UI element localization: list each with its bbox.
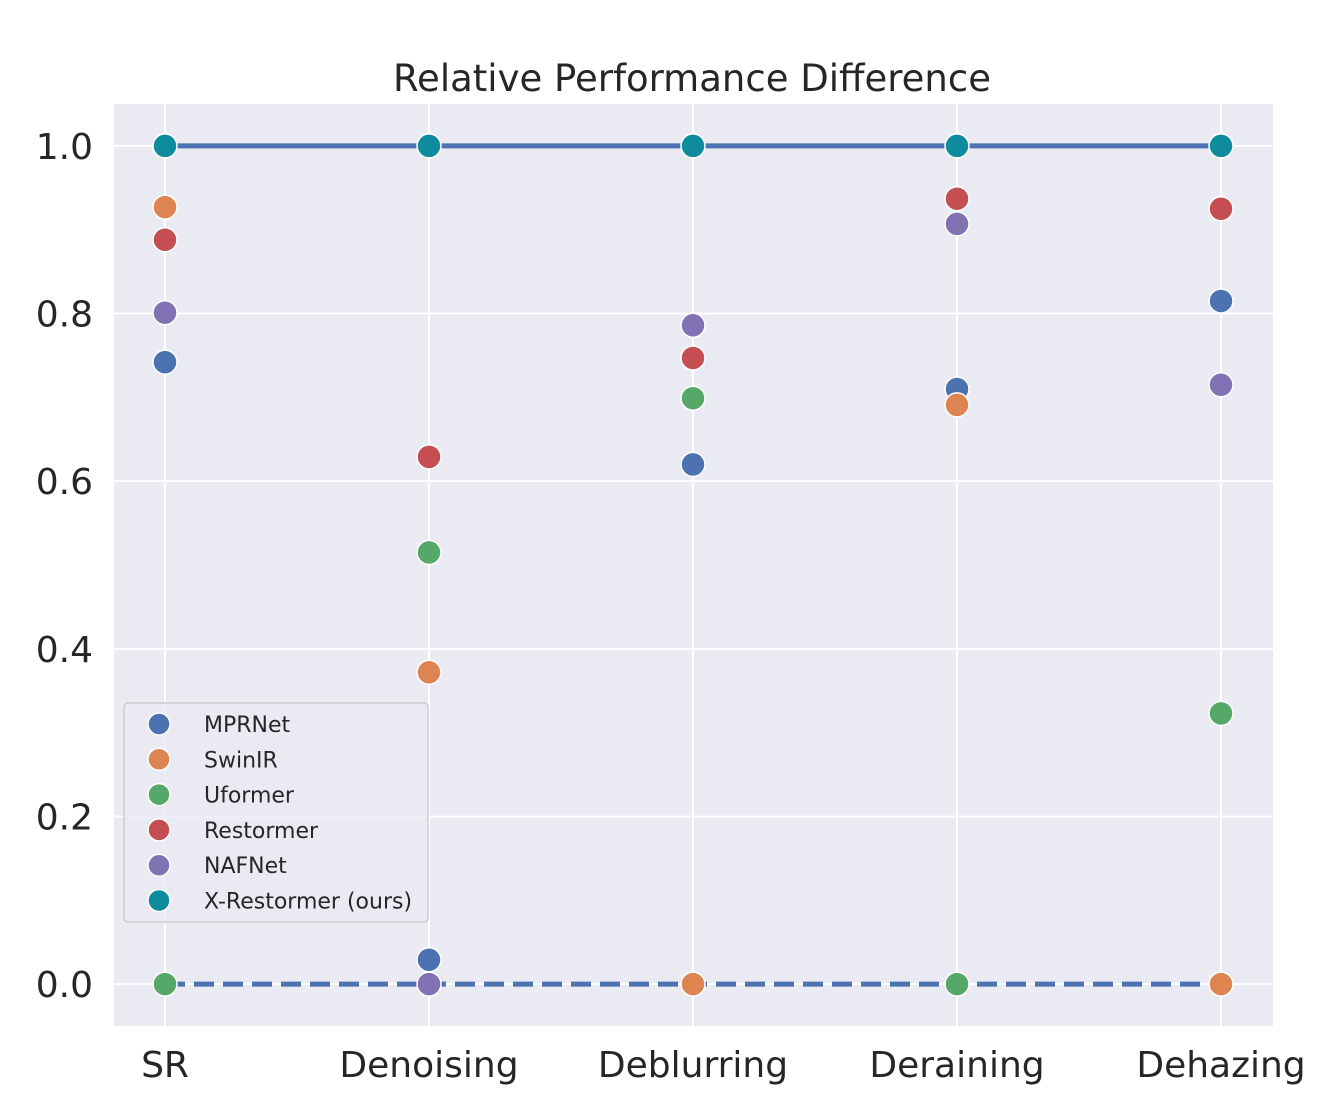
x-tick-label: Deblurring	[598, 1045, 788, 1086]
data-point	[1208, 700, 1234, 727]
legend-marker	[147, 782, 171, 807]
legend-marker	[147, 747, 171, 772]
data-point	[152, 349, 178, 375]
data-point	[944, 185, 970, 212]
data-point	[1208, 971, 1234, 997]
data-point	[416, 971, 442, 997]
data-point	[416, 947, 442, 973]
data-point	[416, 133, 442, 159]
y-tick-label: 0.4	[36, 630, 93, 671]
x-tick-label: Denoising	[339, 1045, 518, 1086]
x-tick-label: SR	[141, 1045, 189, 1086]
data-point	[416, 659, 442, 686]
legend-marker	[147, 888, 171, 913]
y-tick-label: 0.2	[36, 797, 93, 838]
y-tick-label: 0.6	[36, 462, 93, 503]
legend-marker	[147, 712, 171, 736]
data-point	[680, 345, 706, 371]
data-point	[152, 227, 178, 253]
legend-label: MPRNet	[204, 713, 291, 738]
data-point	[944, 211, 970, 237]
legend-marker	[147, 818, 171, 842]
y-axis: 0.0 0.2 0.4 0.6 0.8 1.0	[36, 127, 93, 1006]
x-tick-label: Deraining	[869, 1045, 1044, 1086]
data-point	[680, 971, 706, 997]
x-tick-label: Dehazing	[1136, 1045, 1305, 1086]
legend-label: Restormer	[204, 819, 319, 844]
data-point	[944, 133, 970, 159]
legend-label: X-Restormer (ours)	[204, 890, 412, 915]
y-tick-label: 0.8	[36, 295, 93, 336]
data-point	[944, 971, 970, 997]
legend-label: Uformer	[204, 784, 295, 809]
data-point	[680, 133, 706, 159]
data-point	[680, 312, 706, 339]
data-point	[680, 385, 706, 411]
data-point	[416, 539, 442, 566]
chart-title: Relative Performance Difference	[393, 57, 991, 100]
x-axis: SR Denoising Deblurring Deraining Dehazing	[141, 1045, 1306, 1086]
data-point	[152, 971, 178, 997]
data-point	[1208, 288, 1234, 314]
data-point	[152, 194, 178, 220]
grid	[114, 104, 1273, 1026]
data-point	[1208, 196, 1234, 222]
data-point	[1208, 372, 1234, 398]
legend-label: NAFNet	[204, 854, 287, 879]
legend: MPRNet SwinIR Uformer Restormer NAFNet X-Rest…	[123, 702, 429, 923]
legend-box	[123, 702, 429, 923]
data-point	[152, 133, 178, 159]
data-points	[152, 133, 1234, 997]
legend-marker	[147, 853, 171, 877]
data-point	[944, 392, 970, 418]
legend-label: SwinIR	[204, 748, 278, 773]
data-point	[680, 451, 706, 478]
data-point	[1208, 133, 1234, 159]
y-tick-label: 0.0	[36, 965, 93, 1006]
data-point	[416, 444, 442, 470]
y-tick-label: 1.0	[36, 127, 93, 168]
data-point	[152, 299, 178, 326]
